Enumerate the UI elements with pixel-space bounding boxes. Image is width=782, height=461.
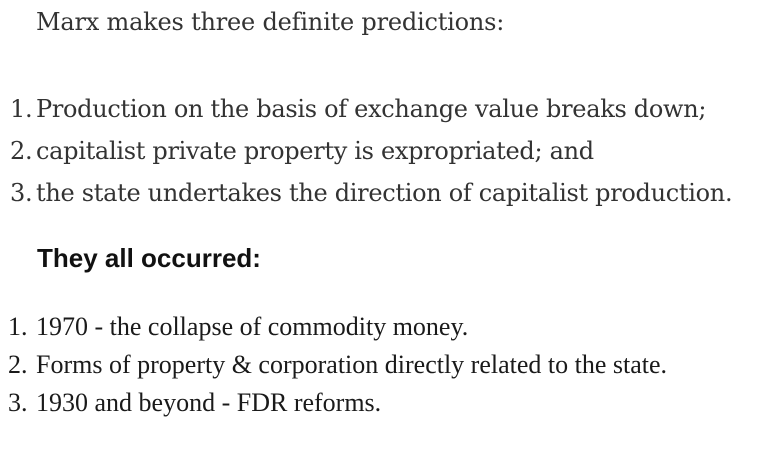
section-heading: They all occurred: bbox=[37, 243, 261, 273]
list-item: 2. capitalist private property is expropr… bbox=[10, 136, 732, 178]
list-item-text: 1970 - the collapse of commodity money. bbox=[36, 312, 469, 341]
list-item-text: the state undertakes the direction of ca… bbox=[36, 179, 733, 207]
list-item-text: capitalist private property is expropria… bbox=[36, 137, 594, 165]
list-item-number: 2. bbox=[8, 350, 28, 379]
list-item: 1. 1970 - the collapse of commodity money… bbox=[8, 312, 667, 350]
list-item: 3. the state undertakes the direction of … bbox=[10, 178, 733, 220]
list-item: 1. Production on the basis of exchange va… bbox=[10, 94, 732, 136]
occurrences-list: 1. 1970 - the collapse of commodity money… bbox=[8, 312, 667, 426]
list-item-text: Production on the basis of exchange valu… bbox=[36, 95, 707, 123]
list-item: 2. Forms of property & corporation direct… bbox=[8, 350, 667, 388]
list-item-number: 1. bbox=[8, 312, 28, 341]
list-item: 3. 1930 and beyond - FDR reforms. bbox=[8, 388, 667, 426]
predictions-list: 1. Production on the basis of exchange va… bbox=[10, 94, 733, 220]
list-item-text: Forms of property & corporation directly… bbox=[36, 350, 668, 379]
list-item-number: 1. bbox=[10, 95, 33, 123]
list-item-text: 1930 and beyond - FDR reforms. bbox=[36, 388, 382, 417]
intro-text: Marx makes three definite predictions: bbox=[36, 8, 505, 36]
list-item-number: 3. bbox=[10, 179, 33, 207]
list-item-number: 2. bbox=[10, 137, 33, 165]
list-item-number: 3. bbox=[8, 388, 28, 417]
